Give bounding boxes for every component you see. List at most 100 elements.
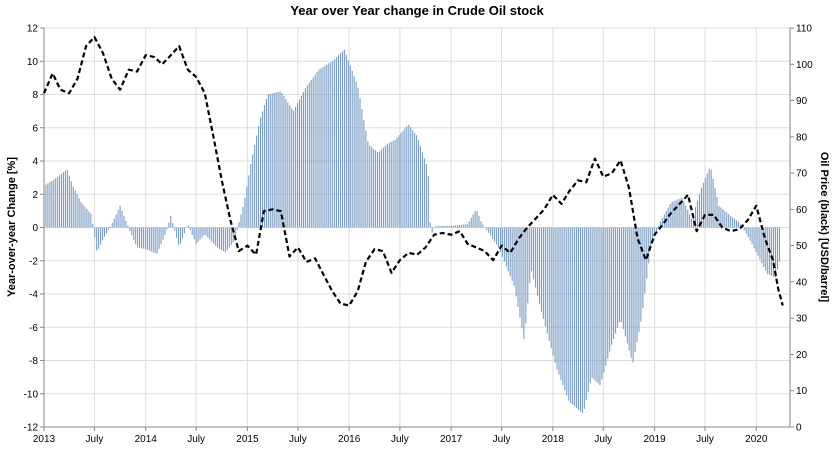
bar-337 <box>700 187 702 228</box>
bar-187 <box>408 124 410 228</box>
x-tick-label-0: 2013 <box>33 434 56 445</box>
bar-326 <box>679 198 681 228</box>
bar-238 <box>507 227 509 272</box>
bar-144 <box>324 65 326 228</box>
chart-title: Year over Year change in Crude Oil stock <box>290 3 544 18</box>
bar-240 <box>511 227 513 281</box>
bar-325 <box>677 199 679 228</box>
bar-12 <box>66 170 68 228</box>
bar-341 <box>708 168 710 228</box>
bar-306 <box>640 227 642 322</box>
bar-149 <box>334 58 336 228</box>
bar-44 <box>129 227 131 231</box>
x-tick-label-7: July <box>391 434 409 445</box>
bar-363 <box>751 227 753 245</box>
bar-123 <box>283 96 285 228</box>
bar-23 <box>88 211 90 228</box>
bar-334 <box>694 207 697 228</box>
bar-247 <box>525 227 527 324</box>
bar-322 <box>671 202 673 228</box>
y-right-axis-title: Oil Price (black) [USD/barrel] <box>818 152 830 303</box>
y-left-axis-title: Year-over-year Change [%] <box>6 157 18 297</box>
bar-344 <box>714 187 716 228</box>
bar-107 <box>252 154 254 228</box>
bar-271 <box>572 227 574 405</box>
bar-122 <box>281 92 283 228</box>
bar-36 <box>113 218 115 228</box>
bar-347 <box>720 207 722 228</box>
bar-184 <box>402 130 404 228</box>
bar-345 <box>716 196 718 228</box>
bar-185 <box>404 128 406 228</box>
bar-213 <box>458 224 461 228</box>
bar-56 <box>152 227 154 253</box>
bar-279 <box>587 227 589 392</box>
bar-199 <box>431 227 433 233</box>
bar-273 <box>575 227 578 409</box>
bar-340 <box>706 173 708 228</box>
bar-129 <box>295 106 297 228</box>
x-tick-label-3: July <box>187 434 205 445</box>
bar-113 <box>263 105 265 228</box>
x-tick-label-11: July <box>594 434 612 445</box>
bar-373 <box>771 227 773 276</box>
bar-188 <box>410 127 412 228</box>
bar-80 <box>199 227 201 240</box>
bar-65 <box>170 215 172 228</box>
y-right-tick-label-4: 40 <box>796 277 808 288</box>
bar-139 <box>314 74 316 228</box>
bar-230 <box>492 227 494 239</box>
bar-183 <box>400 133 402 228</box>
bar-148 <box>332 60 334 228</box>
bar-83 <box>205 227 207 236</box>
bar-260 <box>550 227 552 349</box>
bar-285 <box>599 227 601 386</box>
y-right-tick-label-5: 50 <box>796 241 808 252</box>
bar-370 <box>765 227 767 271</box>
bar-296 <box>620 227 622 322</box>
bar-60 <box>160 227 162 245</box>
bar-192 <box>417 140 420 228</box>
bar-140 <box>316 72 318 228</box>
bar-335 <box>696 200 699 228</box>
bar-258 <box>546 227 548 334</box>
bar-145 <box>326 64 328 228</box>
bar-194 <box>421 152 423 228</box>
bar-259 <box>548 227 550 341</box>
bar-251 <box>533 227 535 280</box>
bar-254 <box>538 227 541 304</box>
bar-93 <box>224 227 226 253</box>
bar-252 <box>535 227 537 288</box>
bar-152 <box>339 53 342 228</box>
bar-197 <box>427 175 429 228</box>
bar-202 <box>437 225 439 228</box>
bar-131 <box>298 99 301 228</box>
bar-101 <box>240 214 242 228</box>
bar-255 <box>540 227 542 312</box>
line-series-oil-price <box>42 35 784 307</box>
bar-211 <box>455 225 457 228</box>
bar-99 <box>236 227 238 230</box>
bar-121 <box>279 91 281 228</box>
bar-117 <box>271 93 273 228</box>
bar-220 <box>472 214 474 228</box>
bar-286 <box>601 227 603 380</box>
bar-31 <box>103 227 106 237</box>
bar-171 <box>377 151 379 228</box>
bar-11 <box>64 170 67 228</box>
bar-50 <box>140 227 143 249</box>
bar-78 <box>195 227 197 245</box>
bar-17 <box>76 194 78 228</box>
bar-7 <box>57 176 59 228</box>
bar-130 <box>297 103 299 228</box>
bar-100 <box>238 222 240 228</box>
bar-214 <box>460 224 462 228</box>
bar-111 <box>259 117 262 228</box>
bar-33 <box>107 227 109 230</box>
bar-104 <box>246 186 248 228</box>
x-tick-label-8: 2017 <box>440 434 463 445</box>
bar-series-yoy-change <box>43 49 780 413</box>
bar-181 <box>396 137 398 228</box>
y-left-tick-label-4: -4 <box>29 290 38 301</box>
bar-333 <box>693 213 695 228</box>
